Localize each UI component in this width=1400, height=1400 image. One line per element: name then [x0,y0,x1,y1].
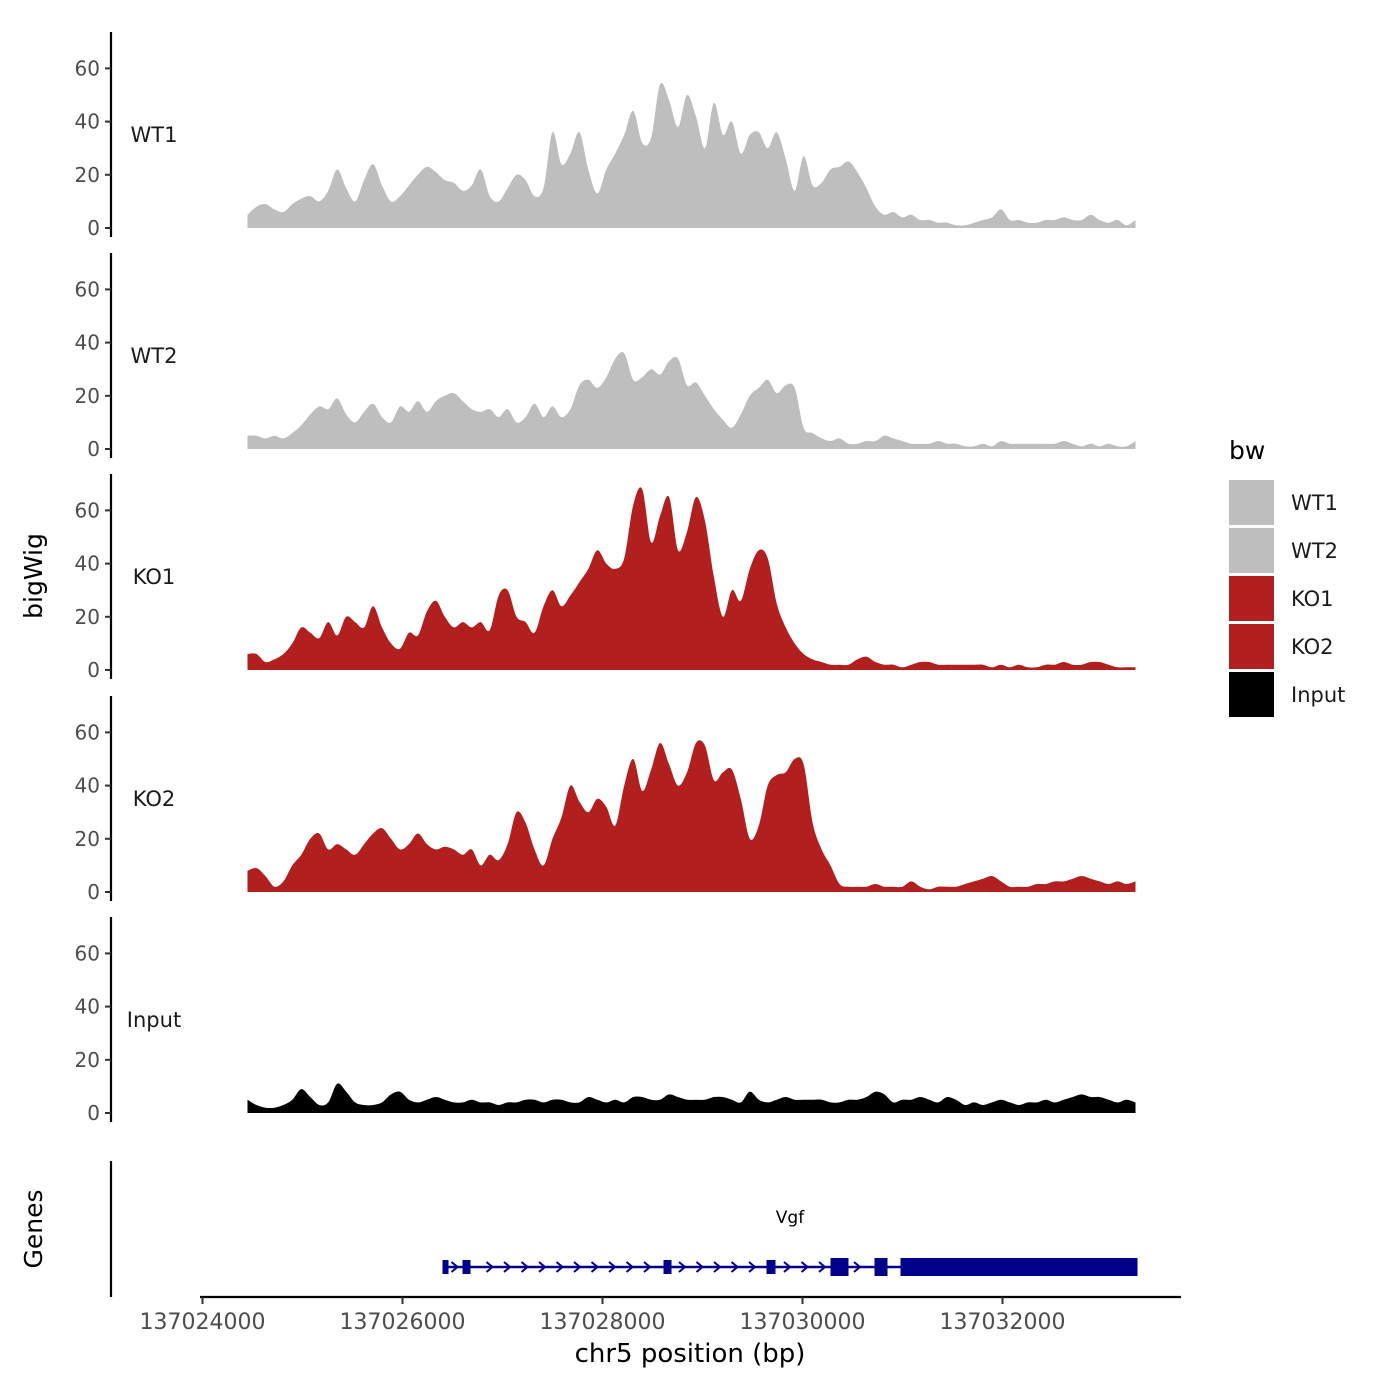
gene-exon [663,1260,672,1274]
track-label: WT1 [131,123,178,147]
y-tick-label: 20 [75,1048,100,1072]
track-label: KO1 [133,565,176,589]
y-tick-label: 60 [75,941,100,965]
strand-arrow [695,1261,705,1273]
track-label: Input [127,1008,181,1032]
strand-arrow [538,1261,547,1273]
legend-swatch-ko1 [1229,576,1274,621]
strand-arrow [678,1261,687,1273]
legend-label-ko1: KO1 [1291,587,1334,611]
strand-arrow [713,1261,722,1273]
strand-arrow [608,1261,617,1273]
legend-label-wt2: WT2 [1291,539,1338,563]
legend: bw WT1 WT2 KO1 KO2 Input [1229,436,1345,717]
y-tick-label: 40 [75,552,100,576]
signal-area-ko1 [247,487,1136,670]
legend-title: bw [1229,436,1265,465]
gene-exon [766,1260,776,1274]
y-tick-label: 20 [75,384,100,408]
y-tick-label: 60 [75,56,100,80]
track-label: WT2 [131,344,178,368]
track-wt2: 0 20 40 60 WT2 [75,253,1136,461]
strand-arrow [485,1261,495,1273]
y-tick-label: 0 [87,1101,100,1125]
track-input: 0 20 40 60 Input [75,917,1136,1125]
strand-arrow [783,1261,792,1273]
signal-area-wt2 [247,352,1136,449]
y-tick-label: 60 [75,498,100,522]
strand-arrow [450,1261,460,1273]
legend-label-wt1: WT1 [1291,491,1338,515]
y-tick-label: 40 [75,774,100,798]
track-label: KO2 [133,787,176,811]
signal-tracks: 0 20 40 60 WT1 0 20 40 60 WT2 0 20 40 60 KO1 0 20 40 60 KO2… [75,32,1136,1125]
y-tick-label: 40 [75,110,100,134]
strand-arrow [643,1261,652,1273]
legend-swatch-ko2 [1229,624,1274,669]
y-tick-label: 20 [75,827,100,851]
signal-area-input [247,1083,1136,1113]
legend-label-ko2: KO2 [1291,635,1334,659]
strand-arrow [818,1261,827,1273]
legend-swatch-input [1229,672,1274,717]
track-ko2: 0 20 40 60 KO2 [75,696,1136,904]
y-tick-label: 20 [75,605,100,629]
track-ko1: 0 20 40 60 KO1 [75,474,1136,682]
legend-swatch-wt1 [1229,480,1274,525]
y-tick-label: 0 [87,437,100,461]
strand-arrow [573,1261,582,1273]
y-tick-label: 60 [75,277,100,301]
y-axis-title: bigWig [19,533,48,619]
gene-exon [900,1258,1138,1276]
gene-exon [830,1258,849,1276]
genes-axis-title: Genes [19,1189,48,1268]
signal-area-wt1 [247,82,1136,228]
y-tick-label: 0 [87,880,100,904]
strand-arrow [625,1261,635,1273]
x-tick-label: 137024000 [140,1310,266,1335]
gene-exon [874,1258,888,1276]
legend-swatch-wt2 [1229,528,1274,573]
strand-arrow [730,1261,740,1273]
y-tick-label: 20 [75,163,100,187]
y-tick-label: 40 [75,331,100,355]
strand-arrow [503,1261,512,1273]
x-tick-label: 137026000 [340,1310,466,1335]
strand-arrow [748,1261,757,1273]
x-axis: 137024000 137026000 137028000 137030000 1370… [140,1295,1181,1335]
strand-arrow [590,1261,600,1273]
strand-arrow [800,1261,810,1273]
x-tick-label: 137030000 [740,1310,866,1335]
gene-exon [462,1260,471,1274]
strand-arrow [555,1261,565,1273]
track-wt1: 0 20 40 60 WT1 [75,32,1136,240]
y-tick-label: 0 [87,216,100,240]
y-tick-label: 0 [87,658,100,682]
signal-area-ko2 [247,740,1136,892]
strand-arrow [520,1261,530,1273]
gene-name-label: Vgf [776,1208,805,1228]
gene-annotation-track: Vgf [109,1161,1138,1297]
gene-exon [442,1260,449,1274]
legend-label-input: Input [1291,683,1345,707]
y-tick-label: 60 [75,720,100,744]
x-axis-title: chr5 position (bp) [575,1339,806,1369]
x-tick-label: 137028000 [540,1310,666,1335]
strand-arrow [853,1261,862,1273]
y-tick-label: 40 [75,995,100,1019]
x-tick-label: 137032000 [940,1310,1066,1335]
